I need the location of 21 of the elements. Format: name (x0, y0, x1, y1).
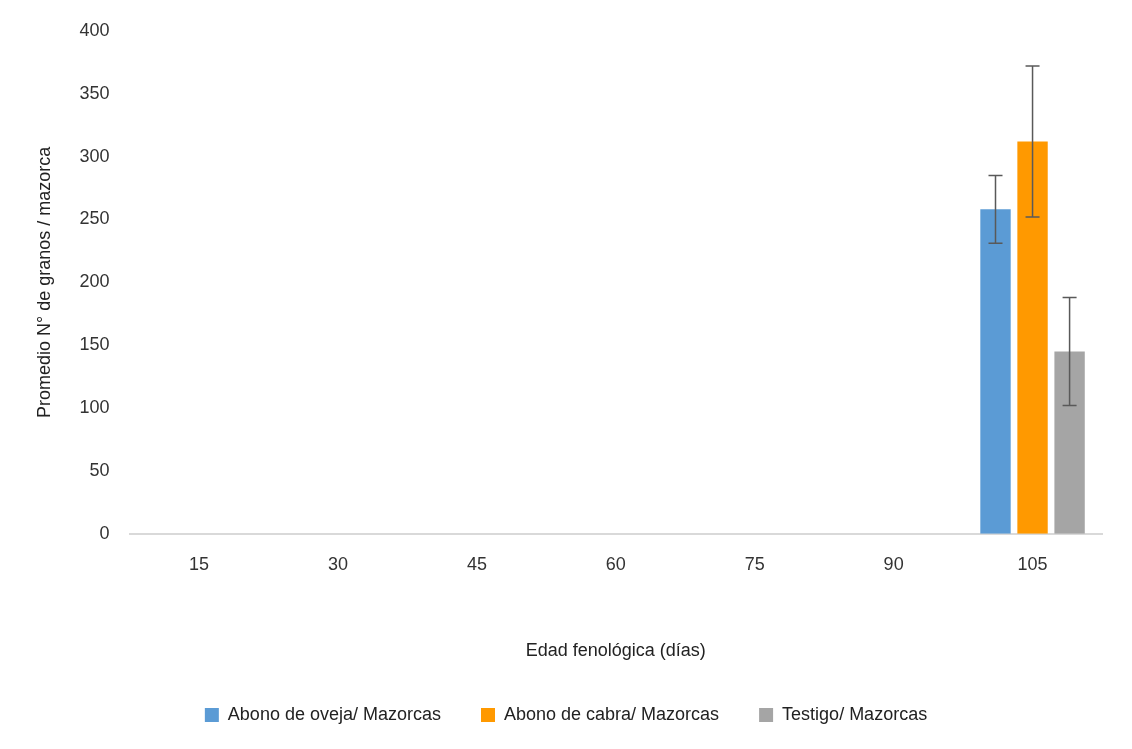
y-axis-title: Promedio N° de granos / mazorca (33, 145, 54, 418)
x-tick-label: 105 (1017, 553, 1048, 574)
legend-label: Testigo/ Mazorcas (782, 703, 928, 724)
y-tick-label: 250 (79, 208, 110, 229)
x-tick-label: 30 (327, 553, 349, 574)
x-axis-title: Edad fenológica (días) (525, 640, 706, 661)
x-tick-label: 15 (189, 553, 210, 574)
x-tick-label: 45 (466, 553, 487, 574)
y-tick-label: 0 (99, 522, 110, 543)
y-tick-label: 400 (79, 19, 110, 40)
x-tick-label: 90 (883, 553, 904, 574)
legend-label: Abono de oveja/ Mazorcas (227, 703, 441, 724)
y-tick-label: 300 (79, 145, 110, 166)
y-tick-label: 200 (79, 271, 110, 292)
y-tick-label: 150 (79, 334, 110, 355)
x-tick-label: 60 (605, 553, 626, 574)
legend-label: Abono de cabra/ Mazorcas (503, 703, 720, 724)
x-tick-label: 75 (744, 553, 765, 574)
y-tick-label: 50 (89, 459, 110, 480)
y-tick-label: 350 (79, 82, 110, 103)
y-tick-label: 100 (79, 397, 110, 418)
